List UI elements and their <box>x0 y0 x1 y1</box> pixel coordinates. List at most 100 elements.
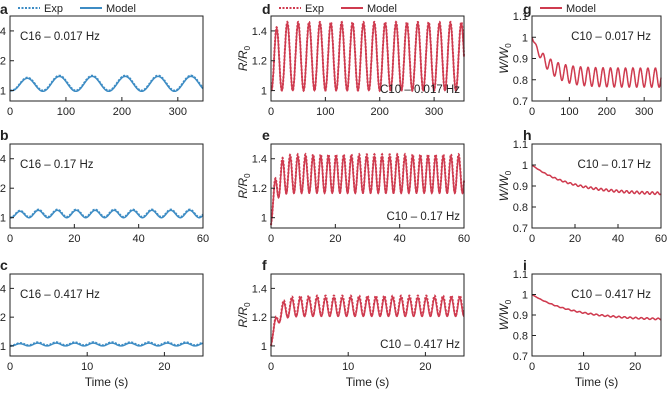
xtick-label-e-60: 60 <box>458 233 470 245</box>
ytick-label-a-0: 1 <box>0 86 6 98</box>
series-c-model <box>10 342 204 347</box>
ytick-label-c-0: 1 <box>0 341 6 353</box>
legend-d-model-label: Model <box>367 3 397 15</box>
xtick-label-a-300: 300 <box>169 106 187 118</box>
xtick-label-g-0: 0 <box>529 106 535 118</box>
ytick-label-h-3: 1 <box>522 160 528 172</box>
xtick-label-d-300: 300 <box>425 106 443 118</box>
panel-letter-a: a <box>0 1 8 17</box>
panel-letter-f: f <box>262 257 267 273</box>
panel-letter-i: i <box>523 257 527 273</box>
xtick-label-i-0: 0 <box>529 361 535 373</box>
ytick-label-i-0: 0.7 <box>513 351 528 363</box>
xtick-label-g-200: 200 <box>598 106 616 118</box>
legend-g-model-label: Model <box>566 3 596 15</box>
ytick-label-g-4: 1.1 <box>513 11 528 23</box>
xtick-label-d-0: 0 <box>268 106 274 118</box>
panel-b-frame <box>9 143 204 229</box>
xlabel-i: Time (s) <box>575 375 619 389</box>
xtick-label-d-200: 200 <box>371 106 389 118</box>
ytick-label-b-1: 1.2 <box>0 183 6 195</box>
ytick-label-e-0: 1 <box>261 213 267 225</box>
panel-f-frame <box>270 273 465 357</box>
ytick-label-a-2: 1.4 <box>0 26 6 38</box>
panel-d-frame <box>270 15 465 102</box>
annotation-g: C10 – 0.017 Hz <box>571 31 651 43</box>
panel-letter-b: b <box>0 127 9 143</box>
annotation-d: C10 – 0.017 Hz <box>380 84 460 96</box>
annotation-e: C10 – 0.17 Hz <box>386 211 460 223</box>
legend-a-model-label: Model <box>106 3 136 15</box>
xtick-label-c-20: 20 <box>158 361 170 373</box>
xtick-label-g-100: 100 <box>560 106 578 118</box>
ytick-label-f-0: 1 <box>261 341 267 353</box>
panel-c-frame <box>9 273 204 357</box>
ylabel-d: R/R0 <box>236 45 252 71</box>
ytick-label-b-2: 1.4 <box>0 154 6 166</box>
ytick-label-b-0: 1 <box>0 213 6 225</box>
ytick-label-f-1: 1.2 <box>252 312 267 324</box>
xtick-label-b-0: 0 <box>7 233 13 245</box>
panel-h-frame <box>531 143 662 229</box>
ytick-label-i-3: 1 <box>522 290 528 302</box>
legend-d-exp-label: Exp <box>305 3 324 15</box>
panel-g-frame <box>531 15 662 102</box>
xtick-label-g-300: 300 <box>635 106 653 118</box>
legend-a-exp-label: Exp <box>44 3 63 15</box>
ytick-label-g-0: 0.7 <box>513 96 528 108</box>
xlabel-f: Time (s) <box>346 375 390 389</box>
xtick-label-e-0: 0 <box>268 233 274 245</box>
ytick-label-g-2: 0.9 <box>513 54 528 66</box>
ytick-label-e-2: 1.4 <box>252 154 267 166</box>
ytick-label-e-1: 1.2 <box>252 183 267 195</box>
series-d-model <box>270 22 465 92</box>
annotation-h: C10 – 0.17 Hz <box>577 159 651 171</box>
ylabel-h: W/W0 <box>497 170 513 201</box>
ytick-label-d-1: 1.2 <box>252 56 267 68</box>
ytick-label-h-1: 0.8 <box>513 202 528 214</box>
annotation-i: C10 – 0.417 Hz <box>571 289 651 301</box>
xtick-label-e-40: 40 <box>394 233 406 245</box>
ytick-label-g-1: 0.8 <box>513 75 528 87</box>
annotation-a: C16 – 0.017 Hz <box>20 31 100 43</box>
ytick-label-g-3: 1 <box>522 32 528 44</box>
xtick-label-h-60: 60 <box>655 233 667 245</box>
xtick-label-b-60: 60 <box>197 233 209 245</box>
ytick-label-c-2: 1.4 <box>0 283 6 295</box>
xtick-label-h-20: 20 <box>569 233 581 245</box>
xtick-label-e-20: 20 <box>329 233 341 245</box>
xtick-label-f-10: 10 <box>342 361 354 373</box>
ytick-label-h-2: 0.9 <box>513 181 528 193</box>
ytick-label-d-0: 1 <box>261 86 267 98</box>
ytick-label-d-2: 1.4 <box>252 26 267 38</box>
ytick-label-c-1: 1.2 <box>0 312 6 324</box>
xtick-label-h-40: 40 <box>612 233 624 245</box>
series-e-model <box>270 155 465 226</box>
panel-i-frame <box>531 273 662 357</box>
series-g-model <box>531 37 662 89</box>
xtick-label-a-100: 100 <box>57 106 75 118</box>
annotation-b: C16 – 0.17 Hz <box>20 159 94 171</box>
panel-a-frame <box>9 15 204 102</box>
ylabel-i: W/W0 <box>497 299 513 330</box>
xtick-label-f-0: 0 <box>268 361 274 373</box>
ylabel-g: W/W0 <box>497 43 513 74</box>
xtick-label-f-20: 20 <box>419 361 431 373</box>
xtick-label-c-10: 10 <box>81 361 93 373</box>
xtick-label-b-40: 40 <box>133 233 145 245</box>
xtick-label-b-20: 20 <box>68 233 80 245</box>
xtick-label-a-0: 0 <box>7 106 13 118</box>
ylabel-f: R/R0 <box>236 302 252 328</box>
ylabel-e: R/R0 <box>236 173 252 199</box>
series-h-model <box>531 164 662 196</box>
series-f-model <box>270 296 465 347</box>
xtick-label-c-0: 0 <box>7 361 13 373</box>
series-b-model <box>10 209 204 219</box>
series-i-model <box>531 293 662 321</box>
panel-letter-d: d <box>262 1 271 17</box>
annotation-f: C10 – 0.417 Hz <box>380 339 460 351</box>
ytick-label-a-1: 1.2 <box>0 56 6 68</box>
ytick-label-i-4: 1.1 <box>513 269 528 281</box>
xlabel-c: Time (s) <box>85 375 129 389</box>
